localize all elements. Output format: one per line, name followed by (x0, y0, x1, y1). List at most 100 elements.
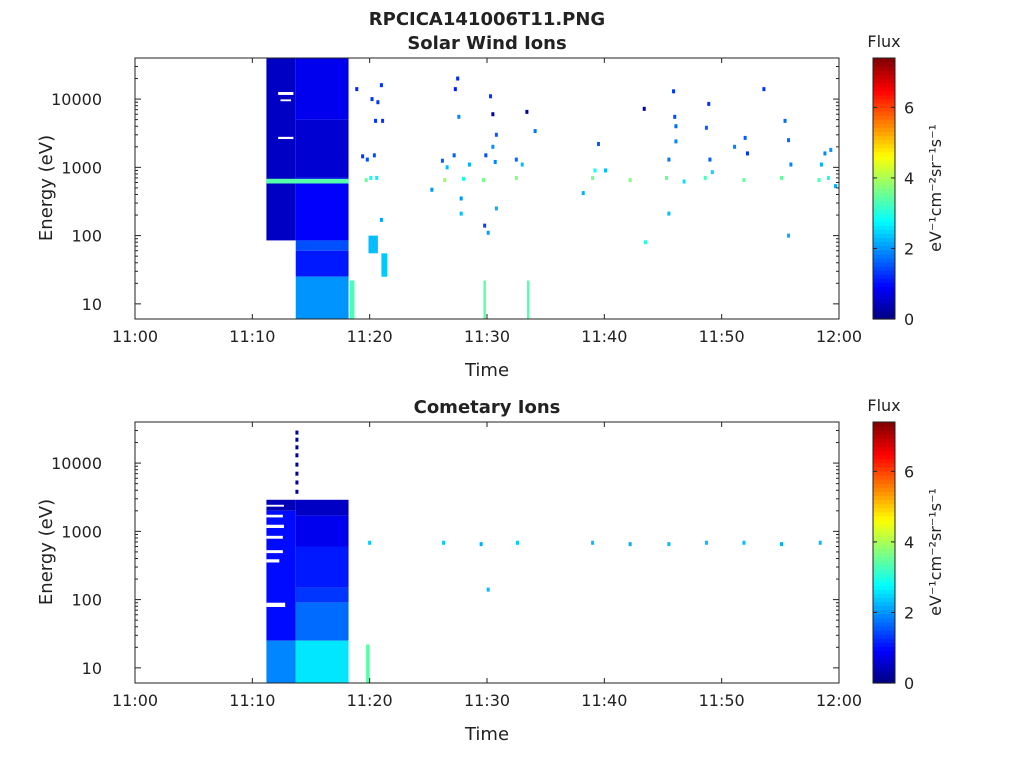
heatmap-cell (491, 144, 495, 149)
heatmap-cell (459, 196, 463, 201)
colorbar-segment (873, 654, 895, 660)
colorbar-segment (873, 106, 895, 112)
heatmap-cell (361, 154, 365, 159)
colorbar-segment (873, 540, 895, 545)
y-tick-label: 100 (71, 227, 102, 246)
heatmap-cell (667, 542, 671, 547)
colorbar-segment (873, 115, 895, 120)
heatmap-cell (743, 135, 747, 140)
colorbar-segment (873, 621, 895, 627)
colorbar-segment (873, 102, 895, 108)
heatmap-cell (707, 101, 711, 106)
x-tick-label: 12:00 (816, 327, 862, 346)
colorbar-segment (873, 589, 895, 594)
heatmap-cell (581, 191, 585, 196)
heatmap-cell (481, 178, 485, 183)
heatmap-cell (365, 157, 369, 162)
colorbar-segment (873, 90, 895, 96)
colorbar-segment (873, 662, 895, 668)
heatmap-cell (440, 158, 444, 163)
heatmap-cell (491, 112, 495, 117)
y-tick-label: 1000 (61, 158, 102, 177)
heatmap-cell (445, 165, 449, 170)
colorbar-segment (873, 217, 895, 222)
colorbar-segment (873, 282, 895, 287)
colorbar-title: Flux (867, 396, 900, 415)
colorbar-segment (873, 253, 895, 259)
y-axis-label: Energy (eV) (36, 135, 57, 241)
data-gap (266, 514, 283, 518)
heatmap-cell (456, 76, 460, 81)
heatmap-cell (486, 230, 490, 235)
figure-title: RPCICA141006T11.PNG (369, 9, 605, 30)
heatmap-cell (443, 178, 447, 183)
x-tick-label: 11:10 (229, 691, 275, 710)
heatmap-block (368, 235, 378, 254)
colorbar-segment (873, 111, 895, 116)
solar-wind-panel: Solar Wind Ions 11:00 11:10 11:20 11:30 11:4… (36, 32, 945, 381)
heatmap-cell (817, 178, 821, 183)
heatmap-cell (787, 233, 791, 238)
colorbar-segment (873, 286, 895, 292)
heatmap-cell (295, 445, 299, 450)
colorbar-segment (873, 261, 895, 267)
heatmap-cell (667, 157, 671, 162)
colorbar: 0 2 4 6 (872, 421, 914, 693)
x-tick-label: 11:40 (581, 327, 627, 346)
heatmap-cell (533, 129, 537, 134)
heatmap-cell (703, 175, 707, 180)
heatmap-cell (295, 437, 299, 442)
heatmap-cell (708, 157, 712, 162)
heatmap-cell (704, 125, 708, 130)
heatmap-block (266, 178, 349, 184)
colorbar-segment (873, 184, 895, 190)
colorbar-segment (873, 450, 895, 456)
colorbar-segment (873, 511, 895, 517)
colorbar-segment (873, 507, 895, 513)
colorbar-segment (873, 454, 895, 460)
colorbar-segment (873, 658, 895, 664)
heatmap-cell (462, 176, 466, 181)
heatmap-cell (674, 124, 678, 129)
heatmap-cell (483, 223, 487, 228)
colorbar-segment (873, 229, 895, 234)
plot-frame (134, 57, 840, 320)
heatmap-block (295, 515, 349, 547)
heatmap-block (483, 280, 486, 319)
colorbar-segment (873, 270, 895, 275)
colorbar-segment (873, 172, 895, 177)
colorbar-tick-label: 6 (904, 462, 914, 481)
colorbar-frame (872, 421, 896, 684)
colorbar-segment (873, 249, 895, 255)
colorbar-segment (873, 642, 895, 647)
colorbar-segment (873, 487, 895, 492)
heatmap-cell (591, 540, 595, 545)
heatmap-cell (376, 100, 380, 105)
colorbar-segment (873, 597, 895, 603)
colorbar-segment (873, 298, 895, 304)
data-gap (266, 524, 285, 528)
colorbar-segment (873, 548, 895, 554)
data-gap (266, 602, 286, 607)
heatmap-cell (628, 178, 632, 183)
colorbar-segment (873, 74, 895, 79)
heatmap-cell (593, 168, 597, 173)
heatmap-cell (762, 87, 766, 92)
heatmap-cell (520, 162, 524, 167)
heatmap-block (266, 510, 296, 641)
heatmap-cell (467, 162, 471, 167)
heatmap-cell (604, 168, 608, 173)
colorbar-segment (873, 180, 895, 186)
colorbar: 0 2 4 6 (872, 57, 914, 329)
colorbar-tick-label: 2 (904, 239, 914, 258)
colorbar-segment (873, 666, 895, 672)
heatmap-cell (628, 542, 632, 547)
colorbar-segment (873, 290, 895, 296)
heatmap-cell (516, 540, 520, 545)
heatmap-cell (484, 153, 488, 158)
colorbar-segment (873, 310, 895, 316)
colorbar-segment (873, 245, 895, 251)
colorbar-segment (873, 196, 895, 202)
colorbar-title: Flux (867, 32, 900, 51)
x-axis-label: Time (464, 360, 509, 381)
